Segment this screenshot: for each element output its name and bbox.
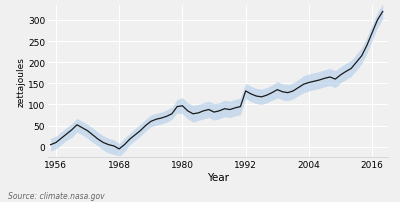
Text: Source: climate.nasa.gov: Source: climate.nasa.gov [8,191,105,200]
Y-axis label: zettajoules: zettajoules [16,57,25,107]
X-axis label: Year: Year [207,172,229,182]
